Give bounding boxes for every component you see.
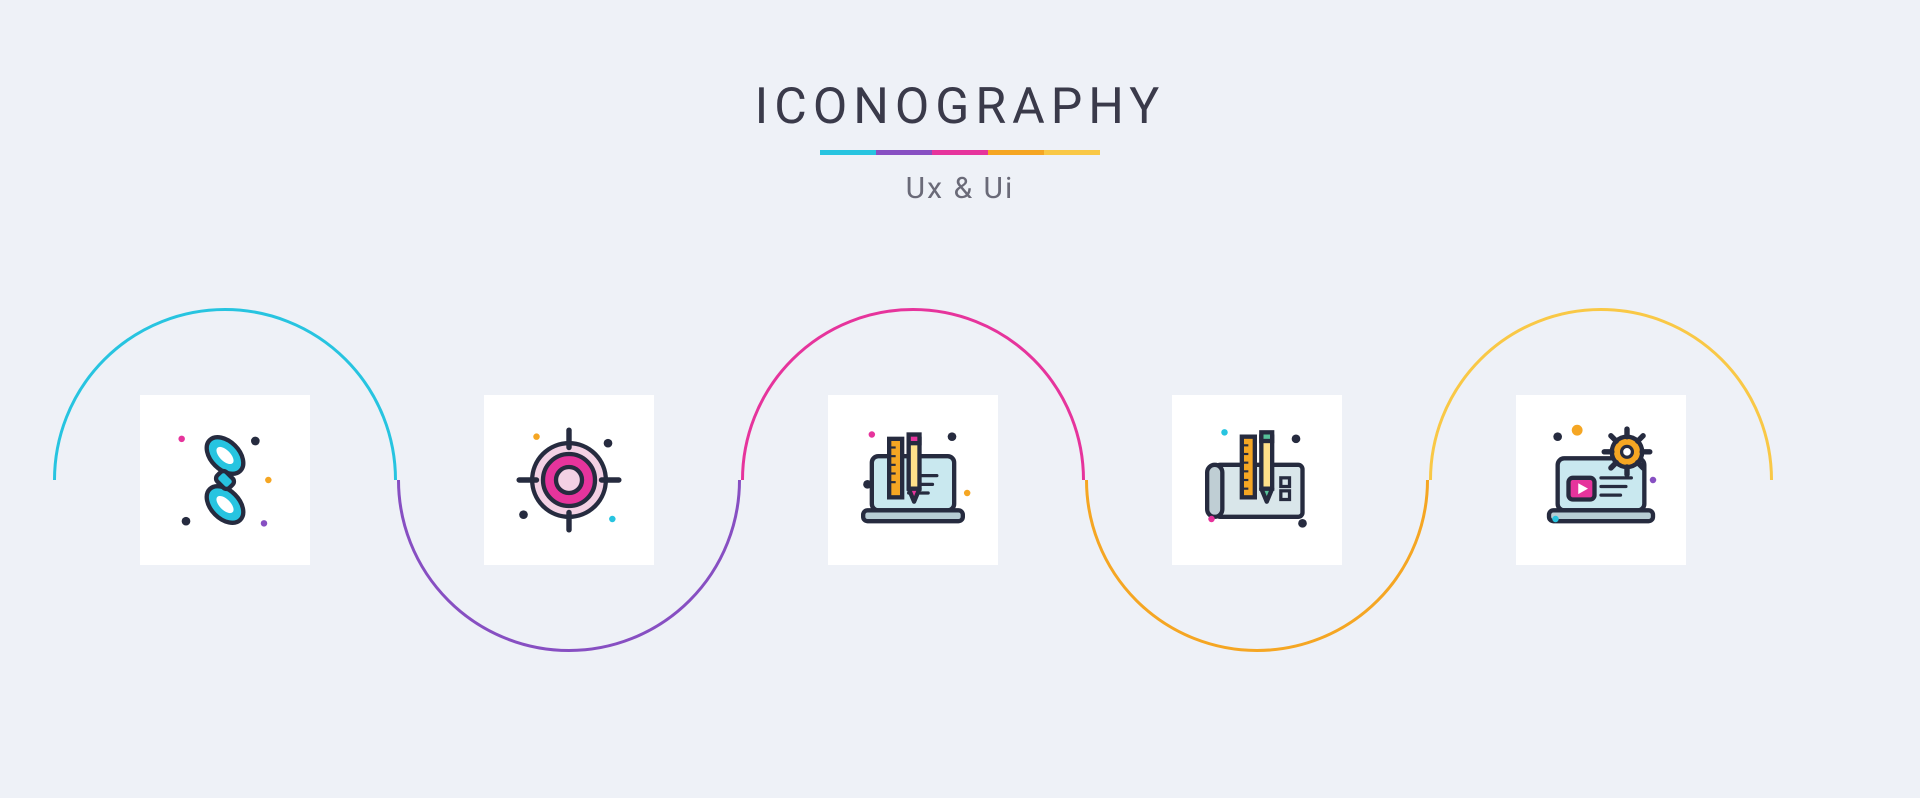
- laptop-media-gear-icon: [1526, 405, 1676, 555]
- chain-link-icon: [150, 405, 300, 555]
- icon-card: [1516, 395, 1686, 565]
- icon-card: [140, 395, 310, 565]
- icon-card: [1172, 395, 1342, 565]
- icon-card: [828, 395, 998, 565]
- target-icon: [494, 405, 644, 555]
- laptop-tools-icon: [838, 405, 988, 555]
- blueprint-tools-icon: [1182, 405, 1332, 555]
- icon-stage: [0, 0, 1920, 798]
- icon-card: [484, 395, 654, 565]
